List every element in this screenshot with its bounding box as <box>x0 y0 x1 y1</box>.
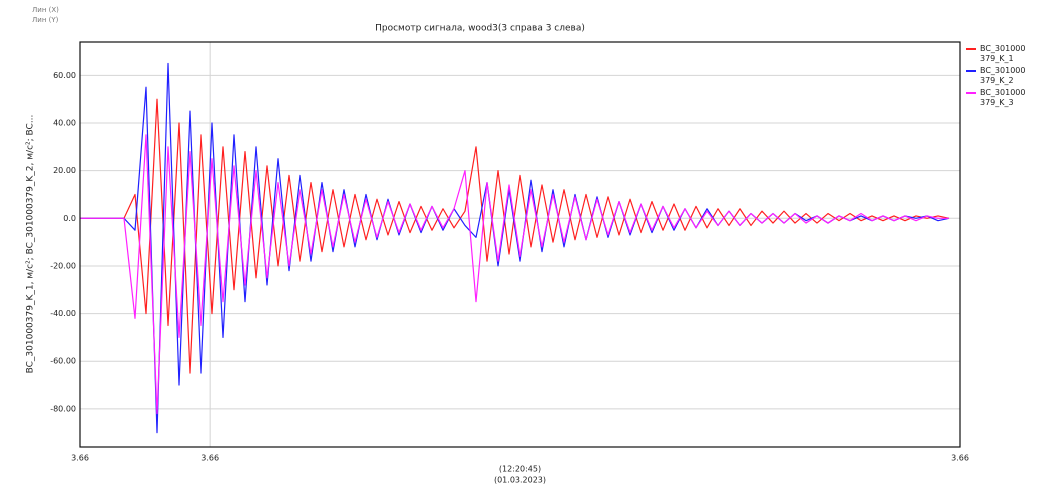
legend-swatch <box>966 70 976 72</box>
legend-item: BC_301000379_K_1 <box>966 44 1030 64</box>
y-tick-label: -80.00 <box>50 404 76 413</box>
y-tick-label: 20.00 <box>53 166 76 175</box>
x-tick-label: 3.66 <box>201 454 219 463</box>
y-tick-label: -60.00 <box>50 357 76 366</box>
legend-label: BC_301000379_K_1 <box>980 44 1026 63</box>
legend-swatch <box>966 48 976 50</box>
legend: BC_301000379_K_1 BC_301000379_K_2 BC_30100… <box>966 44 1056 110</box>
x-axis-label: (12:20:45) <box>499 465 541 474</box>
series-line <box>80 62 950 434</box>
legend-label: BC_301000379_K_2 <box>980 66 1026 85</box>
y-tick-label: -40.00 <box>50 309 76 318</box>
legend-label: BC_301000379_K_3 <box>980 88 1026 107</box>
legend-item: BC_301000379_K_2 <box>966 66 1030 86</box>
y-tick-label: 60.00 <box>53 71 76 80</box>
y-scale-label: Лин (Y) <box>32 16 59 24</box>
x-axis-label: (01.03.2023) <box>494 476 546 485</box>
x-tick-label: 3.66 <box>71 454 89 463</box>
y-tick-label: 0.0 <box>63 214 76 223</box>
series-line <box>80 98 950 374</box>
plot-frame <box>79 41 961 448</box>
chart-title: Просмотр сигнала, wood3(3 справа 3 слева… <box>375 24 585 34</box>
x-tick-label: 3.66 <box>951 454 969 463</box>
x-scale-label: Лин (X) <box>32 6 59 14</box>
y-tick-label: 40.00 <box>53 119 76 128</box>
legend-item: BC_301000379_K_3 <box>966 88 1030 108</box>
y-tick-label: -20.00 <box>50 261 76 270</box>
y-axis-label: BC_301000379_K_1, м/с²; BC_301000379_K_2… <box>26 115 36 374</box>
legend-swatch <box>966 92 976 94</box>
series-line <box>80 134 949 415</box>
